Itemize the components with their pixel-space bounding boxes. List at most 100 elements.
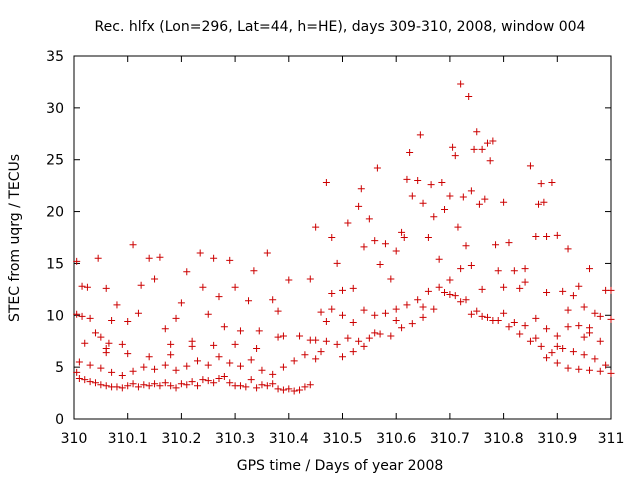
data-point xyxy=(500,309,508,317)
data-point xyxy=(194,382,202,390)
data-point xyxy=(532,334,540,342)
data-point xyxy=(424,234,432,241)
data-point xyxy=(427,181,435,189)
data-point xyxy=(459,193,467,201)
data-point xyxy=(328,234,336,241)
data-point xyxy=(204,377,212,385)
data-point xyxy=(113,301,121,309)
data-point xyxy=(478,285,486,293)
data-point xyxy=(167,351,175,359)
data-point xyxy=(236,362,244,370)
data-point xyxy=(486,157,494,165)
data-point xyxy=(274,385,282,393)
data-point xyxy=(580,333,588,341)
data-point xyxy=(161,325,169,333)
data-point xyxy=(483,139,491,147)
data-point xyxy=(167,340,175,348)
data-point xyxy=(247,376,255,384)
data-point xyxy=(194,357,202,365)
data-point xyxy=(83,283,91,291)
data-point xyxy=(537,180,545,188)
data-point xyxy=(543,325,551,333)
data-point xyxy=(255,327,263,335)
data-point xyxy=(102,284,110,292)
data-point xyxy=(258,366,266,374)
data-point xyxy=(242,383,250,391)
data-point xyxy=(183,381,191,389)
data-point xyxy=(339,353,346,361)
data-point xyxy=(108,368,116,376)
data-point xyxy=(478,145,486,153)
data-point xyxy=(86,378,94,386)
data-point xyxy=(591,355,599,363)
data-point xyxy=(462,296,470,304)
data-point xyxy=(596,312,604,320)
data-point xyxy=(398,228,406,236)
y-tick-label: 30 xyxy=(46,101,64,117)
data-point xyxy=(398,324,406,332)
data-point xyxy=(215,293,223,301)
data-point xyxy=(441,205,449,213)
data-point xyxy=(204,310,212,318)
data-point xyxy=(607,286,615,294)
data-point xyxy=(392,316,400,324)
data-point xyxy=(564,364,572,372)
data-point xyxy=(553,359,561,367)
data-point xyxy=(285,385,293,393)
data-point xyxy=(312,223,320,231)
data-point xyxy=(607,369,615,377)
data-point xyxy=(381,240,389,248)
data-point xyxy=(526,337,534,345)
data-point xyxy=(177,299,185,307)
data-point xyxy=(172,314,180,322)
data-point xyxy=(607,315,615,323)
data-point xyxy=(145,353,153,361)
x-tick-label: 311 xyxy=(598,431,625,447)
data-point xyxy=(451,292,459,300)
data-point xyxy=(535,200,543,208)
data-point xyxy=(543,288,551,296)
data-point xyxy=(349,348,357,356)
data-point xyxy=(231,283,239,291)
data-point xyxy=(269,296,277,304)
data-point xyxy=(306,381,314,389)
data-point xyxy=(473,307,481,315)
data-point xyxy=(236,382,244,390)
data-point xyxy=(145,254,153,262)
data-point xyxy=(220,323,228,331)
data-point xyxy=(210,379,218,387)
data-point xyxy=(408,192,416,200)
data-point xyxy=(75,375,83,383)
data-point xyxy=(521,265,529,273)
data-point xyxy=(505,323,513,331)
x-tick-label: 310.5 xyxy=(322,431,362,447)
y-tick-label: 10 xyxy=(46,308,64,324)
data-point xyxy=(129,241,137,249)
data-point xyxy=(454,223,462,231)
data-point xyxy=(355,202,363,210)
data-point xyxy=(580,303,588,311)
data-point xyxy=(400,234,408,241)
data-point xyxy=(553,231,561,239)
plot-frame xyxy=(73,55,612,420)
x-axis: 310 310.1 310.2 310.3 310.4 310.5 310.6 310.7 31… xyxy=(61,56,625,447)
data-point xyxy=(457,265,465,273)
data-point xyxy=(430,305,438,313)
data-point xyxy=(596,367,604,375)
data-point xyxy=(91,329,99,337)
data-point xyxy=(446,291,454,299)
data-point xyxy=(134,309,142,317)
data-point xyxy=(467,187,475,195)
data-point xyxy=(86,361,94,369)
data-point xyxy=(580,351,588,359)
data-point xyxy=(376,260,384,268)
data-point xyxy=(457,80,465,88)
data-point xyxy=(543,354,551,362)
data-point xyxy=(344,219,352,227)
data-point xyxy=(97,333,105,341)
data-point xyxy=(140,381,148,389)
data-point xyxy=(317,348,325,356)
data-point xyxy=(339,311,346,319)
data-point xyxy=(548,179,556,187)
data-point xyxy=(102,382,110,390)
